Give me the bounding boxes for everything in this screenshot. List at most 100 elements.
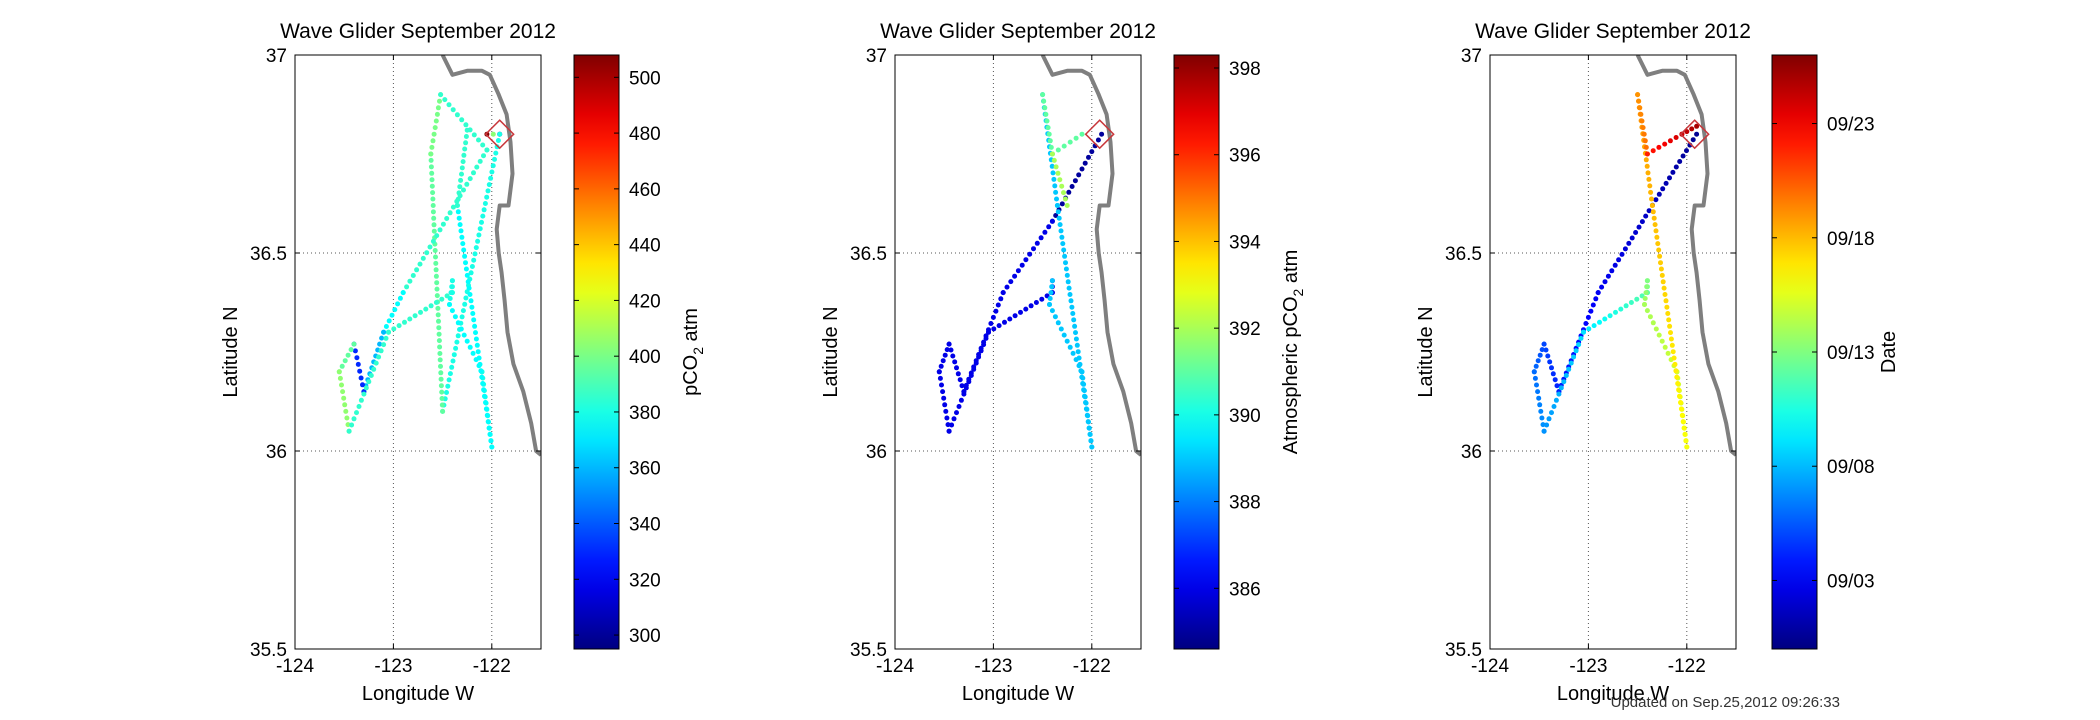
track-point	[428, 151, 434, 157]
track-point	[1638, 111, 1644, 117]
track-point	[954, 365, 959, 371]
track-point	[1064, 203, 1070, 208]
track-point	[420, 255, 426, 261]
track-point	[450, 107, 456, 113]
track-point	[1642, 138, 1648, 144]
track-point	[428, 303, 434, 309]
track-point	[952, 359, 958, 365]
track-point	[1590, 302, 1596, 308]
track-point	[1055, 147, 1061, 153]
track-point	[378, 348, 384, 354]
track-point	[1082, 393, 1087, 399]
track-point	[1662, 292, 1668, 297]
track-point	[437, 344, 443, 350]
track-point	[1085, 419, 1091, 425]
track-point	[447, 371, 453, 377]
track-point	[1008, 279, 1014, 285]
track-point	[1656, 144, 1662, 150]
track-point	[1042, 105, 1048, 111]
track-point	[354, 410, 359, 416]
track-point	[356, 404, 362, 409]
track-point	[459, 171, 464, 177]
track-point	[1076, 355, 1082, 361]
track-point	[360, 382, 365, 388]
track-point	[1086, 154, 1091, 160]
track-point	[463, 122, 469, 128]
track-point	[438, 383, 444, 389]
track-point	[455, 196, 461, 202]
track-point	[1067, 292, 1073, 297]
track-point	[473, 330, 478, 336]
track-point	[1051, 157, 1057, 163]
track-point	[468, 270, 474, 276]
track-point	[454, 112, 460, 118]
track-point	[948, 347, 954, 353]
track-point	[1079, 374, 1085, 380]
track-point	[1643, 290, 1649, 296]
track-point	[343, 408, 349, 414]
track-point	[433, 273, 439, 279]
track-point	[485, 188, 491, 194]
track-point	[1057, 177, 1063, 183]
track-point	[1044, 118, 1050, 124]
track-point	[455, 320, 461, 326]
track-point	[1073, 330, 1078, 336]
track-point	[358, 375, 364, 381]
y-tick-label: 36	[266, 442, 287, 463]
track-point	[381, 342, 387, 348]
track-point	[1534, 382, 1539, 388]
track-point	[410, 273, 416, 278]
track-point	[1677, 159, 1683, 164]
track-point	[1665, 311, 1671, 316]
track-point	[459, 234, 465, 240]
track-point	[1650, 209, 1656, 215]
track-point	[1058, 228, 1064, 234]
track-point	[489, 444, 495, 450]
track-point	[1646, 176, 1652, 182]
track-point	[352, 348, 358, 354]
mooring-marker	[1084, 119, 1115, 150]
track-point	[1063, 260, 1068, 266]
track-point	[439, 389, 445, 395]
track-point	[472, 323, 478, 329]
track-point	[1636, 224, 1642, 230]
track-point	[1541, 341, 1547, 347]
track-point	[1023, 306, 1029, 312]
track-point	[483, 400, 488, 405]
track-point	[1669, 342, 1675, 348]
track-point	[449, 284, 455, 290]
track-point	[1053, 213, 1059, 218]
track-point	[1066, 189, 1072, 195]
track-point	[460, 241, 466, 247]
track-point	[475, 238, 481, 244]
track-point	[1000, 290, 1006, 296]
track-point	[358, 397, 364, 403]
track-point	[1679, 412, 1685, 418]
track-point	[455, 209, 461, 215]
track-point	[438, 92, 444, 98]
track-point	[383, 335, 389, 341]
track-point	[996, 323, 1002, 329]
track-point	[433, 260, 439, 266]
track-point	[1623, 303, 1629, 309]
track-point	[955, 371, 961, 377]
track-point	[351, 416, 357, 422]
track-point	[434, 280, 440, 286]
track-point	[449, 278, 455, 284]
track-point	[428, 157, 434, 163]
y-tick-label: 37	[1461, 46, 1482, 67]
track-point	[1593, 296, 1599, 302]
track-point	[1068, 298, 1074, 304]
track-point	[469, 264, 475, 269]
track-point	[991, 326, 997, 332]
track-point	[470, 311, 476, 316]
track-point	[493, 150, 499, 156]
track-point	[457, 222, 463, 228]
track-point	[461, 152, 467, 158]
colorbar-tick-label: 500	[629, 68, 661, 89]
track-point	[1063, 266, 1069, 272]
mooring-marker	[1679, 119, 1710, 150]
track-point	[440, 408, 446, 414]
track-point	[1075, 349, 1081, 355]
track-point	[1633, 230, 1639, 235]
